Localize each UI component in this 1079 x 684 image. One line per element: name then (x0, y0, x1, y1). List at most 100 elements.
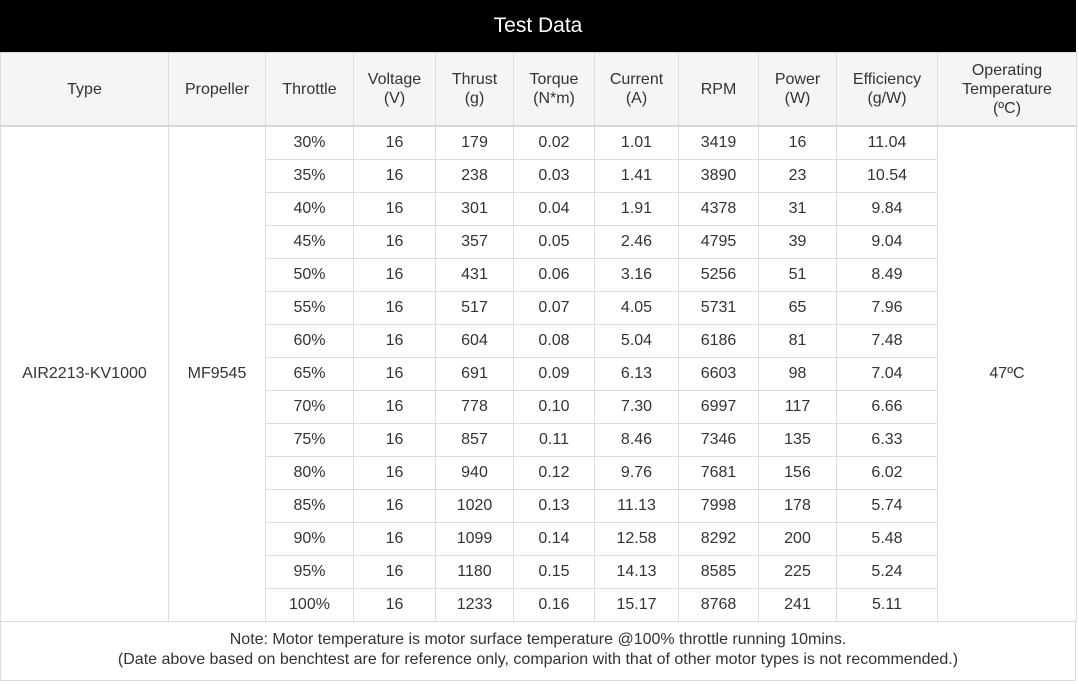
column-header: Thrust (g) (435, 52, 514, 127)
table-cell: 16 (353, 357, 436, 391)
table-cell: 0.03 (513, 159, 595, 193)
column-header: Voltage (V) (353, 52, 436, 127)
table-cell: 8768 (678, 588, 759, 622)
table-cell: 16 (353, 225, 436, 259)
table-cell: 0.07 (513, 291, 595, 325)
table-cell: 179 (435, 125, 514, 160)
table-header-row: Type Propeller Throttle Voltage (V) Thrust (g)… (0, 52, 1077, 127)
column-header-line: RPM (700, 80, 737, 98)
table-cell: 65% (265, 357, 354, 391)
table-cell: 3419 (678, 125, 759, 160)
table-cell: 357 (435, 225, 514, 259)
table-cell: 7.04 (836, 357, 938, 391)
table-cell: 90% (265, 522, 354, 556)
column-header-line: Throttle (282, 80, 337, 98)
table-cell: 9.76 (594, 456, 679, 490)
table-cell: 0.11 (513, 423, 595, 457)
table-cell: 6.66 (836, 390, 938, 424)
column-header: Type (0, 52, 169, 127)
table-cell: 70% (265, 390, 354, 424)
column-header: Torque (N*m) (513, 52, 595, 127)
table-cell: 95% (265, 555, 354, 589)
note-box: Note: Motor temperature is motor surface… (0, 620, 1076, 681)
table-cell: 4795 (678, 225, 759, 259)
table-cell: 12.58 (594, 522, 679, 556)
table-cell: 10.54 (836, 159, 938, 193)
table-cell: 16 (353, 456, 436, 490)
operating-temperature-cell: 47ºC (937, 125, 1077, 622)
table-cell: 1.01 (594, 125, 679, 160)
table-cell: 0.08 (513, 324, 595, 358)
table-cell: 238 (435, 159, 514, 193)
test-data-table: Type Propeller Throttle Voltage (V) Thrust (g)… (0, 52, 1077, 622)
table-cell: 7346 (678, 423, 759, 457)
table-cell: 0.14 (513, 522, 595, 556)
table-cell: 940 (435, 456, 514, 490)
table-cell: 1233 (435, 588, 514, 622)
table-row: 75% 16 857 0.11 8.46 7346 135 6.33 (1, 423, 1077, 457)
column-header-line: (W) (784, 90, 811, 107)
table-cell: 6.13 (594, 357, 679, 391)
table-row: 50% 16 431 0.06 3.16 5256 51 8.49 (1, 258, 1077, 292)
column-header: Current (A) (594, 52, 679, 127)
table-row: 85% 16 1020 0.13 11.13 7998 178 5.74 (1, 489, 1077, 523)
table-cell: 1.41 (594, 159, 679, 193)
table-cell: 80% (265, 456, 354, 490)
table-cell: 604 (435, 324, 514, 358)
note-line-1: Note: Motor temperature is motor surface… (229, 631, 847, 648)
note-line-2: (Date above based on benchtest are for r… (117, 651, 959, 668)
table-row: 55% 16 517 0.07 4.05 5731 65 7.96 (1, 291, 1077, 325)
table-cell: 81 (758, 324, 837, 358)
table-row: 60% 16 604 0.08 5.04 6186 81 7.48 (1, 324, 1077, 358)
column-header: Propeller (168, 52, 266, 127)
table-cell: 0.09 (513, 357, 595, 391)
column-header: Operating Temperature (ºC) (937, 52, 1077, 127)
table-cell: 7998 (678, 489, 759, 523)
table-cell: 6997 (678, 390, 759, 424)
table-cell: 98 (758, 357, 837, 391)
column-header: Throttle (265, 52, 354, 127)
table-cell: 9.84 (836, 192, 938, 226)
table-cell: 4.05 (594, 291, 679, 325)
column-header-line: (ºC) (992, 99, 1022, 117)
table-cell: 30% (265, 125, 354, 160)
table-cell: 16 (758, 125, 837, 160)
column-header-line: Torque (529, 71, 579, 88)
column-header-line: Temperature (962, 80, 1052, 98)
table-cell: 16 (353, 423, 436, 457)
table-title: Test Data (0, 0, 1076, 52)
table-cell: 225 (758, 555, 837, 589)
table-cell: 55% (265, 291, 354, 325)
table-cell: 3890 (678, 159, 759, 193)
table-cell: 7.96 (836, 291, 938, 325)
column-header-line: Current (609, 71, 664, 88)
table-cell: 16 (353, 555, 436, 589)
table-cell: 15.17 (594, 588, 679, 622)
table-cell: 5256 (678, 258, 759, 292)
table-cell: 14.13 (594, 555, 679, 589)
table-cell: 241 (758, 588, 837, 622)
table-cell: 75% (265, 423, 354, 457)
table-cell: 0.16 (513, 588, 595, 622)
column-header-line: Type (67, 80, 102, 98)
column-header-line: (N*m) (533, 90, 575, 107)
type-cell: AIR2213-KV1000 (0, 125, 169, 622)
table-cell: 301 (435, 192, 514, 226)
table-cell: 1.91 (594, 192, 679, 226)
table-cell: 691 (435, 357, 514, 391)
table-cell: 16 (353, 125, 436, 160)
table-cell: 16 (353, 258, 436, 292)
table-cell: 7681 (678, 456, 759, 490)
table-cell: 40% (265, 192, 354, 226)
table-row: 100% 16 1233 0.16 15.17 8768 241 5.11 (1, 588, 1077, 622)
table-cell: 39 (758, 225, 837, 259)
table-cell: 6186 (678, 324, 759, 358)
column-header-line: Thrust (451, 71, 498, 88)
column-header-line: Operating (971, 61, 1043, 79)
table-cell: 5731 (678, 291, 759, 325)
table-cell: 117 (758, 390, 837, 424)
table-cell: 5.74 (836, 489, 938, 523)
table-cell: 6.33 (836, 423, 938, 457)
table-cell: 0.02 (513, 125, 595, 160)
